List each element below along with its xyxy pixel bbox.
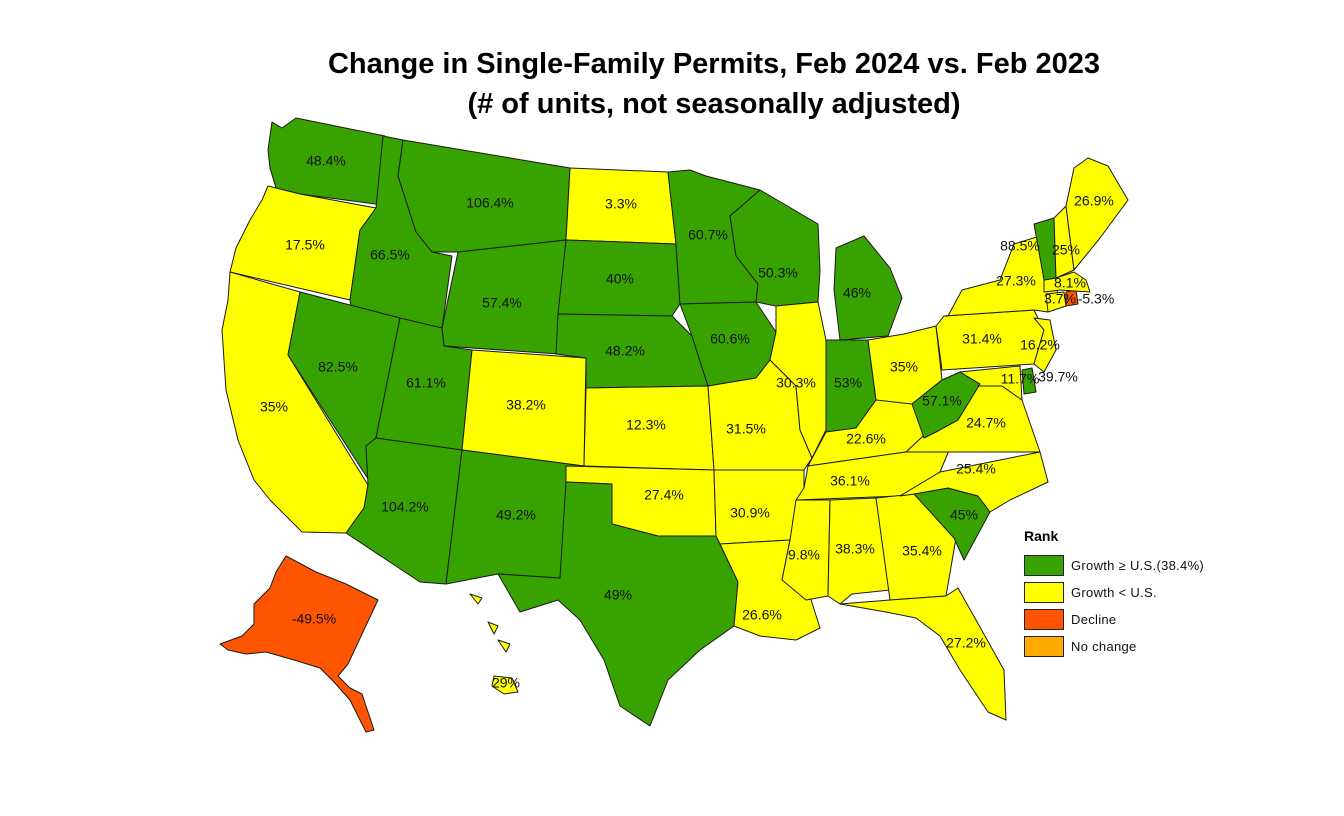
state-value-nj: 16.2% <box>1020 337 1060 353</box>
state-fl <box>839 587 1007 721</box>
state-value-al: 38.3% <box>835 541 875 557</box>
state-wy <box>441 239 567 355</box>
state-value-il: 30.3% <box>776 375 816 391</box>
state-value-la: 26.6% <box>742 607 782 623</box>
state-value-hi: 29% <box>492 675 520 691</box>
state-value-or: 17.5% <box>285 237 325 253</box>
state-labels: 48.4% 17.5% 35% 66.5% 82.5% 106.4% 57.4% 61.1% 1… <box>260 153 1114 691</box>
state-value-ms: 9.8% <box>788 547 820 563</box>
state-value-nd: 3.3% <box>605 196 637 212</box>
legend-swatch-red <box>1024 609 1064 630</box>
state-value-sd: 40% <box>606 271 634 287</box>
state-value-ri: -5.3% <box>1078 291 1115 307</box>
state-value-ma: 8.1% <box>1054 275 1086 291</box>
legend-label: Growth ≥ U.S.(38.4%) <box>1071 558 1205 573</box>
legend-swatch-orange <box>1024 636 1064 657</box>
state-value-nm: 49.2% <box>496 507 536 523</box>
state-ak <box>219 555 379 733</box>
state-value-va: 24.7% <box>966 415 1006 431</box>
state-nc <box>899 451 1049 513</box>
state-value-ca: 35% <box>260 399 288 415</box>
state-value-me: 26.9% <box>1074 193 1114 209</box>
state-nj <box>1033 317 1057 373</box>
state-value-wi: 50.3% <box>758 265 798 281</box>
state-value-tx: 49% <box>604 587 632 603</box>
state-de <box>1021 367 1037 395</box>
state-value-ne: 48.2% <box>605 343 645 359</box>
state-value-ia: 60.6% <box>710 331 750 347</box>
legend-title: Rank <box>1024 528 1059 544</box>
state-wa <box>267 117 386 206</box>
state-value-co: 38.2% <box>506 397 546 413</box>
state-value-ky: 22.6% <box>846 431 886 447</box>
legend-item-growth-below: Growth < U.S. <box>1024 579 1204 606</box>
chart-subtitle: (# of units, not seasonally adjusted) <box>467 88 961 120</box>
legend-swatch-green <box>1024 555 1064 576</box>
state-value-ny: 27.3% <box>996 273 1036 289</box>
state-value-in: 53% <box>834 375 862 391</box>
state-value-mt: 106.4% <box>466 195 513 211</box>
state-tx <box>497 481 739 727</box>
state-value-nv: 82.5% <box>318 359 358 375</box>
state-or <box>229 185 377 301</box>
state-value-ut: 61.1% <box>406 375 446 391</box>
state-value-pa: 31.4% <box>962 331 1002 347</box>
state-value-az: 104.2% <box>381 499 428 515</box>
state-value-mn: 60.7% <box>688 227 728 243</box>
legend-label: No change <box>1071 639 1137 654</box>
chart-title: Change in Single-Family Permits, Feb 202… <box>327 48 1100 80</box>
state-value-md: 11.7% <box>1001 371 1040 387</box>
legend-item-decline: Decline <box>1024 606 1204 633</box>
legend-label: Growth < U.S. <box>1071 585 1157 600</box>
state-value-wy: 57.4% <box>482 295 522 311</box>
state-sd <box>557 239 681 317</box>
state-wv <box>911 371 981 439</box>
state-value-ar: 30.9% <box>730 505 770 521</box>
state-value-ok: 27.4% <box>644 487 684 503</box>
state-value-tn: 36.1% <box>830 473 870 489</box>
state-md <box>959 365 1023 401</box>
state-value-fl: 27.2% <box>946 635 986 651</box>
state-il <box>769 301 827 459</box>
legend-item-no-change: No change <box>1024 633 1204 660</box>
legend-label: Decline <box>1071 612 1117 627</box>
state-ca <box>221 271 369 534</box>
state-value-wa: 48.4% <box>306 153 346 169</box>
state-value-sc: 45% <box>950 507 978 523</box>
legend-item-growth-above: Growth ≥ U.S.(38.4%) <box>1024 552 1204 579</box>
state-value-ga: 35.4% <box>902 543 942 559</box>
state-value-id: 66.5% <box>370 247 410 263</box>
state-value-nh: 25% <box>1052 242 1080 258</box>
state-mi <box>833 235 903 341</box>
state-value-vt: 88.5% <box>1000 238 1040 254</box>
state-shapes <box>219 117 1129 733</box>
state-value-mo: 31.5% <box>726 421 766 437</box>
state-value-ks: 12.3% <box>626 417 666 433</box>
state-value-de: 39.7% <box>1038 369 1078 385</box>
state-value-mi: 46% <box>843 285 871 301</box>
state-value-oh: 35% <box>890 359 918 375</box>
legend-swatch-yellow <box>1024 582 1064 603</box>
state-value-ak: -49.5% <box>292 611 336 627</box>
state-hi <box>469 593 519 695</box>
state-value-nc: 25.4% <box>956 461 996 477</box>
state-value-wv: 57.1% <box>922 393 962 409</box>
legend: Rank Growth ≥ U.S.(38.4%) Growth < U.S. … <box>1024 528 1204 660</box>
state-me <box>1065 157 1129 271</box>
state-value-ct: 3.7% <box>1044 291 1076 307</box>
